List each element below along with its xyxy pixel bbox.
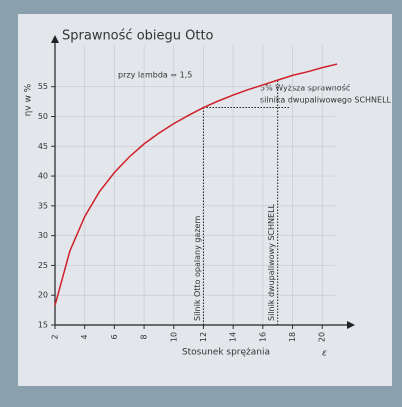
y-tick-label: 30: [38, 231, 48, 240]
x-tick-label: 16: [258, 332, 267, 342]
x-symbol: ε: [322, 349, 327, 359]
y-axis-label: ηv w %: [24, 83, 34, 116]
x-axis-label: Stosunek sprężania: [182, 348, 270, 358]
page: Sprawność obiegu Otto ηv w % Stosunek sp…: [0, 0, 402, 403]
chart-title: Sprawność obiegu Otto: [62, 29, 214, 44]
x-tick-label: 14: [229, 332, 238, 342]
x-tick-label: 20: [318, 332, 327, 342]
y-tick-label: 35: [38, 201, 48, 210]
x-tick-label: 6: [110, 334, 119, 339]
x-tick-label: 2: [51, 334, 60, 339]
x-tick-label: 8: [140, 334, 149, 339]
reference-label: Silnik dwupaliwowy SCHNELL: [267, 203, 276, 321]
panel: [18, 14, 392, 386]
y-tick-label: 20: [38, 291, 48, 300]
y-tick-label: 55: [38, 82, 48, 91]
x-tick-label: 4: [80, 334, 89, 339]
annotation: przy lambda = 1,5: [118, 71, 192, 80]
y-tick-label: 45: [38, 142, 48, 151]
y-tick-label: 15: [38, 321, 48, 330]
x-tick-label: 18: [288, 332, 297, 342]
y-tick-label: 25: [38, 261, 48, 270]
chart: Sprawność obiegu Otto ηv w % Stosunek sp…: [0, 0, 402, 403]
y-tick-label: 50: [38, 112, 48, 121]
note-line: silnika dwupaliwowego SCHNELL: [260, 96, 392, 105]
x-tick-label: 10: [169, 332, 178, 342]
note-line: 5% Wyższa sprawność: [260, 83, 350, 93]
x-tick-label: 12: [199, 332, 208, 342]
reference-label: Silnik Otto opalany gazem: [193, 216, 202, 321]
y-tick-label: 40: [38, 172, 48, 181]
